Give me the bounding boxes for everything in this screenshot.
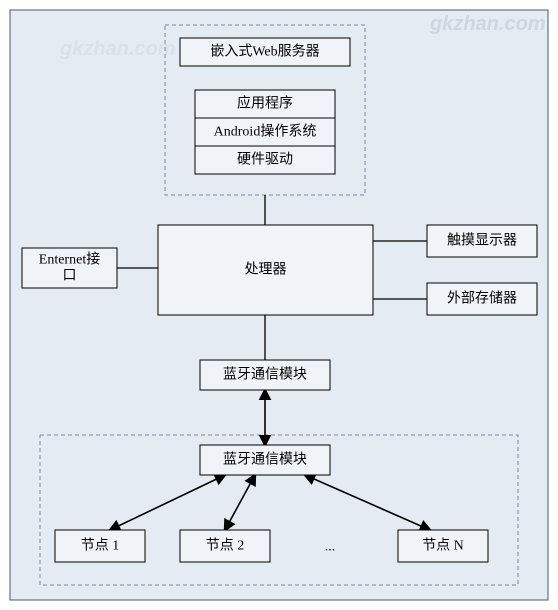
ellipsis: ... [325,540,336,555]
node-1-label: 节点 1 [81,538,120,554]
ext-storage-label: 外部存储器 [447,291,517,307]
touch-display-label: 触摸显示器 [447,233,517,249]
app-label: 应用程序 [237,95,293,112]
bt-lower-label: 蓝牙通信模块 [223,452,307,468]
node-1: 节点 1 [55,530,145,562]
android-os-label: Android操作系统 [214,124,317,140]
enternet: Enternet接口 [22,248,117,288]
enternet-label-line: Enternet接 [39,251,100,268]
bt-lower: 蓝牙通信模块 [200,445,330,475]
hw-driver-label: 硬件驱动 [237,152,293,168]
touch-display: 触摸显示器 [427,225,537,257]
web-server: 嵌入式Web服务器 [180,38,350,66]
app: 应用程序 [195,90,335,118]
processor: 处理器 [158,225,373,315]
watermark: gkzhan.com [59,38,176,60]
watermark: gkzhan.com [429,13,546,35]
node-n-label: 节点 N [422,538,464,554]
ellipsis-label: ... [325,540,336,555]
node-n: 节点 N [398,530,488,562]
web-server-label: 嵌入式Web服务器 [210,44,319,60]
node-2: 节点 2 [180,530,270,562]
bt-upper-label: 蓝牙通信模块 [223,367,307,383]
hw-driver: 硬件驱动 [195,146,335,174]
ext-storage: 外部存储器 [427,283,537,315]
android-os: Android操作系统 [195,118,335,146]
bt-upper: 蓝牙通信模块 [200,360,330,390]
enternet-label-line: 口 [63,269,77,284]
processor-label: 处理器 [245,262,287,278]
node-2-label: 节点 2 [206,538,245,554]
